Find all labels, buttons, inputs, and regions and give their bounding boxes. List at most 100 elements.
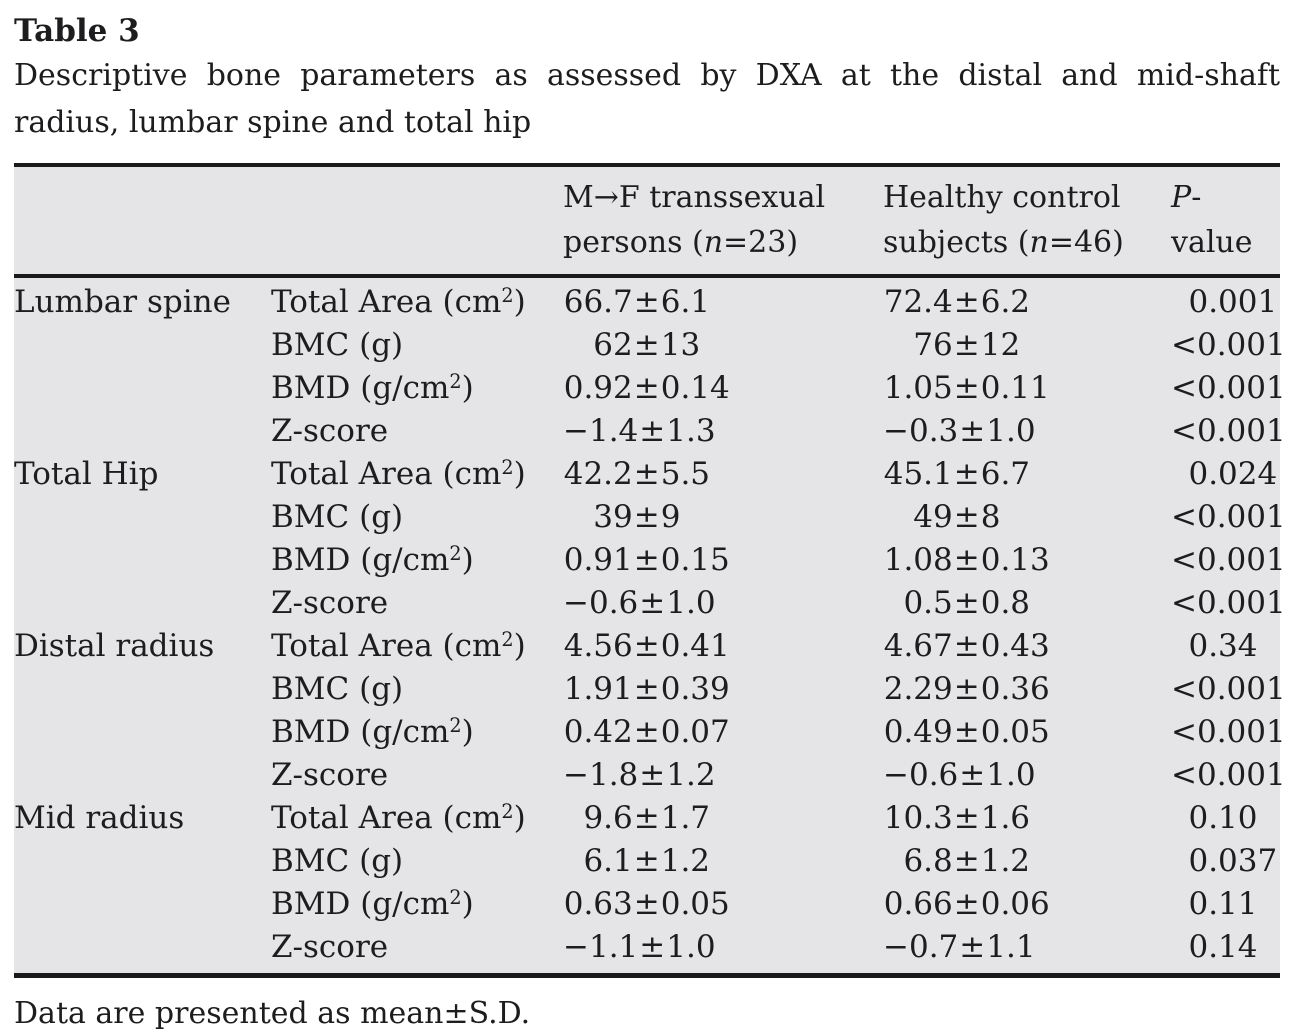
value-cell-control: 6.8±1.2	[883, 840, 1171, 883]
header-control-group: Healthy control subjects (n=46)	[883, 165, 1171, 276]
header-control-n: n	[1029, 225, 1049, 261]
plus-minus: ±	[953, 886, 980, 923]
sd-value: 6.2	[980, 284, 1031, 321]
plus-minus: ±	[633, 843, 660, 880]
value-cell-transsexual: −1.4±1.3	[563, 410, 883, 453]
sd-value: 1.3	[666, 413, 716, 450]
value-cell-control: 1.08±0.13	[883, 539, 1171, 582]
plus-minus: ±	[953, 585, 980, 622]
table-row: BMD (g/cm2) 0.42±0.07 0.49±0.05 <0.001	[14, 711, 1286, 754]
parameter-cell: Total Area (cm2)	[271, 627, 526, 665]
plus-minus: ±	[953, 628, 980, 665]
mean-value: 1.05	[883, 370, 953, 407]
value-cell-control: −0.7±1.1	[883, 926, 1171, 976]
value-cell-control: 0.66±0.06	[883, 883, 1171, 926]
plus-minus: ±	[953, 671, 980, 708]
plus-minus: ±	[633, 886, 660, 923]
p-value-cell: <0.001	[1171, 324, 1286, 367]
mean-value: 45.1	[883, 456, 953, 493]
value-cell-control: 2.29±0.36	[883, 668, 1171, 711]
sd-value: 0.07	[660, 714, 730, 751]
parameter-cell: Total Area (cm2)	[271, 455, 526, 493]
table-label: Table 3	[14, 13, 140, 49]
p-integer-part: 0	[1188, 886, 1209, 923]
region-cell: Distal radius	[14, 628, 215, 665]
mean-value: 1.08	[883, 542, 953, 579]
header-control-count: =46)	[1048, 225, 1124, 261]
mean-value: 0.66	[883, 886, 953, 923]
p-integer-part: <0	[1171, 327, 1217, 364]
dxa-bone-parameters-table: M→F transsexual persons (n=23) Healthy c…	[14, 163, 1286, 979]
header-transsexual-count: =23)	[723, 225, 799, 261]
region-cell: Lumbar spine	[14, 284, 231, 321]
p-value-cell: <0.001	[1171, 711, 1286, 754]
table-row: BMD (g/cm2) 0.63±0.05 0.66±0.06 0.11	[14, 883, 1280, 926]
header-p-rest: -value	[1171, 180, 1253, 261]
table-row: Total Hip Total Area (cm2) 42.2±5.5 45.1±6.…	[14, 453, 1280, 496]
plus-minus: ±	[639, 929, 666, 966]
empty-header-parameter-cell	[271, 165, 563, 276]
parameter-cell: BMD (g/cm2)	[271, 369, 474, 407]
superscript-2: 2	[501, 799, 514, 823]
p-value-cell: <0.001	[1171, 496, 1286, 539]
plus-minus: ±	[633, 456, 660, 493]
plus-minus: ±	[953, 327, 980, 364]
mean-value: 0.91	[563, 542, 633, 579]
parameter-cell: Z-score	[271, 757, 389, 794]
parameter-cell: BMC (g)	[271, 843, 404, 880]
parameter-cell: Total Area (cm2)	[271, 799, 526, 837]
mean-value: 72.4	[883, 284, 953, 321]
value-cell-control: 72.4±6.2	[883, 276, 1171, 324]
sd-value: 1.7	[660, 800, 711, 837]
value-cell-transsexual: −0.6±1.0	[563, 582, 883, 625]
sd-value: 0.39	[660, 671, 730, 708]
value-cell-transsexual: 42.2±5.5	[563, 453, 883, 496]
header-control-text: Healthy control subjects (	[883, 180, 1121, 261]
plus-minus: ±	[953, 499, 980, 536]
sd-value: 1.0	[666, 585, 716, 622]
parameter-cell: Z-score	[271, 929, 389, 966]
mean-value: −1.1	[563, 929, 639, 966]
plus-minus: ±	[959, 757, 986, 794]
value-cell-control: 45.1±6.7	[883, 453, 1171, 496]
plus-minus: ±	[639, 757, 666, 794]
value-cell-control: 49±8	[883, 496, 1171, 539]
sd-value: 0.11	[980, 370, 1050, 407]
table-row: Distal radius Total Area (cm2) 4.56±0.41 4.…	[14, 625, 1280, 668]
superscript-2: 2	[501, 455, 514, 479]
parameter-cell: BMD (g/cm2)	[271, 541, 474, 579]
p-value-cell: 0.11	[1171, 883, 1280, 926]
plus-minus: ±	[959, 929, 986, 966]
sd-value: 5.5	[660, 456, 711, 493]
sd-value: 0.43	[980, 628, 1050, 665]
plus-minus: ±	[633, 628, 660, 665]
region-cell	[14, 496, 271, 539]
superscript-2: 2	[449, 713, 462, 737]
p-value-cell: <0.001	[1171, 668, 1286, 711]
mean-value: 2.29	[883, 671, 953, 708]
table-row: BMC (g) 62±13 76±12 <0.001	[14, 324, 1286, 367]
sd-value: 12	[980, 327, 1021, 364]
value-cell-transsexual: 39±9	[563, 496, 883, 539]
p-value-cell: <0.001	[1171, 754, 1286, 797]
parameter-cell: Z-score	[271, 413, 389, 450]
mean-value: 1.91	[563, 671, 633, 708]
table-row: Z-score −1.4±1.3 −0.3±1.0 <0.001	[14, 410, 1286, 453]
mean-value: 6.8	[903, 843, 953, 880]
value-cell-transsexual: 4.56±0.41	[563, 625, 883, 668]
plus-minus: ±	[633, 370, 660, 407]
mean-value: 0.92	[563, 370, 633, 407]
plus-minus: ±	[953, 370, 980, 407]
p-integer-part: <0	[1171, 757, 1217, 794]
p-value-cell: 0.34	[1171, 625, 1280, 668]
p-value-cell: 0.14	[1171, 926, 1280, 976]
plus-minus: ±	[633, 671, 660, 708]
sd-value: 6.1	[660, 284, 711, 321]
plus-minus: ±	[633, 284, 660, 321]
p-integer-part: 0	[1188, 628, 1209, 665]
sd-value: 0.41	[660, 628, 730, 665]
sd-value: 1.2	[980, 843, 1031, 880]
plus-minus: ±	[953, 542, 980, 579]
mean-value: −1.4	[563, 413, 639, 450]
